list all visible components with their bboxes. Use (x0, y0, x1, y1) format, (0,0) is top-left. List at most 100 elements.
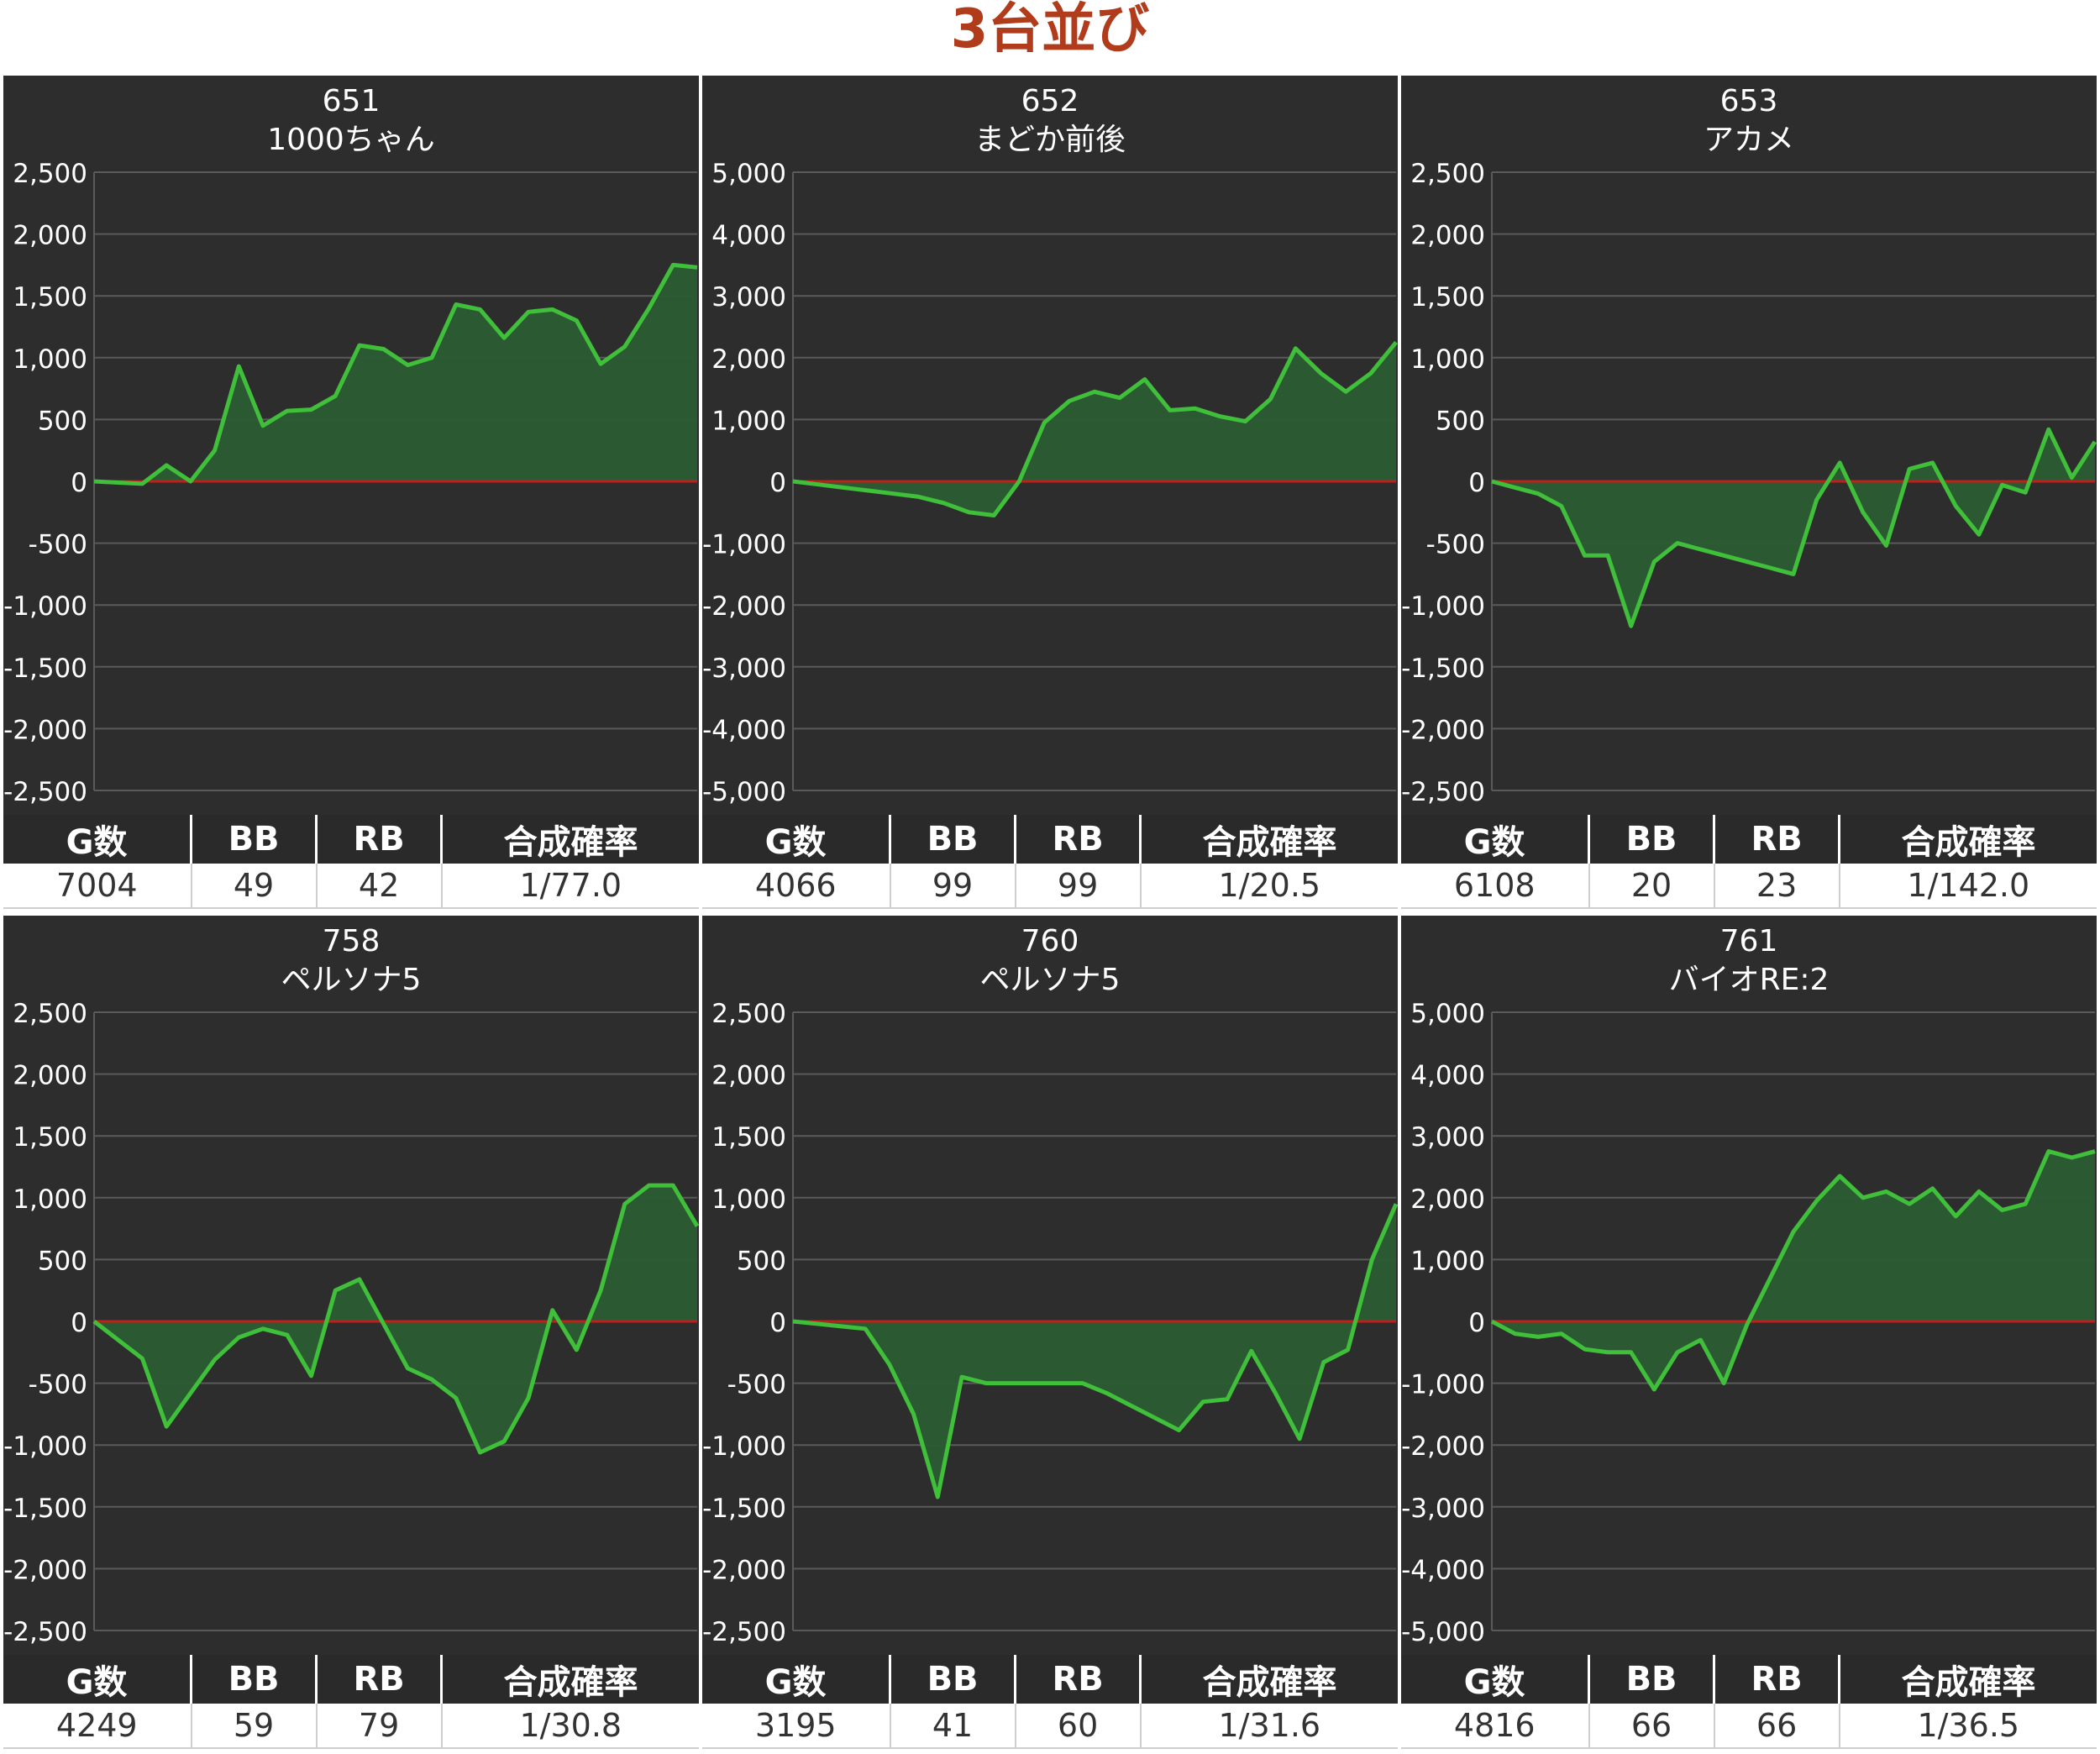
y-tick-label: 0 (1468, 1308, 1485, 1338)
chart-title: まどか前後 (974, 123, 1126, 157)
page-title: 3台並び (950, 0, 1150, 60)
prob-value: 1/31.6 (1140, 1704, 1398, 1749)
chart-panel-651: 651 1000ちゃん 2,500 2,000 1,500 1,000 500 0 -500 -1… (3, 76, 699, 911)
y-tick-label: 3,000 (711, 282, 786, 312)
chart-svg: 758 ペルソナ5 2,500 2,000 1,500 1,000 500 0 -500 -1,0… (3, 916, 699, 1655)
rb-header: RB (316, 1655, 444, 1704)
chart-number: 758 (323, 924, 381, 958)
y-tick-label: 4,000 (711, 221, 786, 251)
y-tick-label: 0 (769, 468, 786, 498)
y-tick-label: 2,000 (711, 1061, 786, 1091)
y-tick-label: 1,500 (711, 1122, 786, 1153)
stats-table: G数 BB RB 合成確率 4249 59 79 1/30.8 (3, 1655, 699, 1749)
y-tick-label: -2,500 (1401, 777, 1485, 807)
chart-background (1401, 76, 2097, 815)
y-tick-label: -500 (29, 530, 87, 560)
prob-header: 合成確率 (441, 1655, 699, 1704)
chart-number: 761 (1720, 924, 1778, 958)
y-tick-label: -2,500 (702, 1617, 786, 1647)
rb-value: 60 (1015, 1704, 1142, 1749)
y-tick-label: 2,000 (1410, 221, 1485, 251)
y-tick-label: 2,000 (13, 1061, 87, 1091)
series-area (1492, 429, 2095, 627)
stats-table: G数 BB RB 合成確率 3195 41 60 1/31.6 (702, 1655, 1398, 1749)
series-line (792, 1203, 1398, 1499)
y-tick-label: -1,000 (1401, 1370, 1485, 1400)
games-value: 7004 (3, 864, 192, 909)
chart-svg: 760 ペルソナ5 2,500 2,000 1,500 1,000 500 0 -500 -1,0… (702, 916, 1398, 1655)
prob-value: 1/142.0 (1839, 864, 2097, 909)
games-header: G数 (1401, 815, 1591, 864)
rb-value: 66 (1714, 1704, 1840, 1749)
games-header: G数 (1401, 1655, 1591, 1704)
series-line (93, 262, 698, 486)
y-tick-label: 1,500 (13, 1122, 87, 1153)
rb-value: 42 (316, 864, 443, 909)
rb-header: RB (1714, 815, 1841, 864)
bb-header: BB (1588, 815, 1716, 864)
chart-title: 1000ちゃん (267, 123, 435, 157)
y-tick-label: -1,500 (702, 1494, 786, 1524)
prob-value: 1/36.5 (1839, 1704, 2097, 1749)
y-tick-label: 1,000 (711, 1184, 786, 1215)
bb-value: 41 (890, 1704, 1016, 1749)
bb-value: 99 (890, 864, 1016, 909)
y-tick-label: 3,000 (1410, 1122, 1485, 1153)
y-tick-label: 500 (38, 1246, 87, 1276)
y-tick-label: -3,000 (1401, 1494, 1485, 1524)
y-tick-label: 2,500 (13, 159, 87, 189)
y-tick-label: -500 (727, 1370, 786, 1400)
y-tick-label: 1,000 (13, 344, 87, 375)
series-area (793, 1204, 1396, 1497)
chart-number: 652 (1021, 84, 1079, 118)
games-value: 4066 (702, 864, 891, 909)
stats-table: G数 BB RB 合成確率 7004 49 42 1/77.0 (3, 815, 699, 909)
y-tick-label: -5,000 (1401, 1617, 1485, 1647)
prob-value: 1/30.8 (441, 1704, 699, 1749)
games-header: G数 (3, 1655, 193, 1704)
bb-header: BB (191, 1655, 318, 1704)
y-tick-label: -5,000 (702, 777, 786, 807)
chart-panel-652: 652 まどか前後 5,000 4,000 3,000 2,000 1,000 0 -1,000… (702, 76, 1398, 911)
y-tick-label: -4,000 (1401, 1555, 1485, 1585)
games-header: G数 (3, 815, 193, 864)
bb-header: BB (1588, 1655, 1716, 1704)
series-area (793, 342, 1396, 516)
y-tick-label: -1,000 (1401, 591, 1485, 622)
stats-table: G数 BB RB 合成確率 4066 99 99 1/20.5 (702, 815, 1398, 909)
y-tick-label: -1,500 (1401, 654, 1485, 684)
y-tick-label: -500 (1426, 530, 1485, 560)
prob-header: 合成確率 (441, 815, 699, 864)
rb-value: 79 (316, 1704, 443, 1749)
y-tick-label: 2,500 (711, 999, 786, 1029)
y-tick-label: -1,000 (3, 591, 87, 622)
y-tick-label: 500 (38, 406, 87, 436)
y-tick-label: -4,000 (702, 715, 786, 745)
chart-panel-758: 758 ペルソナ5 2,500 2,000 1,500 1,000 500 0 -500 -1,0… (3, 916, 699, 1751)
y-tick-label: -1,000 (3, 1431, 87, 1462)
chart-number: 760 (1021, 924, 1079, 958)
y-tick-label: -2,000 (1401, 715, 1485, 745)
y-tick-label: -2,000 (702, 1555, 786, 1585)
prob-value: 1/20.5 (1140, 864, 1398, 909)
y-tick-label: 5,000 (711, 159, 786, 189)
y-tick-label: -2,500 (3, 1617, 87, 1647)
y-tick-label: -1,000 (702, 1431, 786, 1462)
rb-header: RB (316, 815, 444, 864)
y-tick-label: 0 (1468, 468, 1485, 498)
games-value: 6108 (1401, 864, 1590, 909)
y-tick-label: 1,000 (711, 406, 786, 436)
stats-table: G数 BB RB 合成確率 4816 66 66 1/36.5 (1401, 1655, 2097, 1749)
y-tick-label: -2,000 (3, 1555, 87, 1585)
y-tick-label: 2,000 (13, 221, 87, 251)
games-value: 4249 (3, 1704, 192, 1749)
y-tick-label: -500 (29, 1370, 87, 1400)
bb-header: BB (191, 815, 318, 864)
y-tick-label: 500 (737, 1246, 786, 1276)
y-tick-label: -1,500 (3, 1494, 87, 1524)
y-tick-label: -2,000 (1401, 1431, 1485, 1462)
chart-panel-761: 761 バイオRE:2 5,000 4,000 3,000 2,000 1,000 0 -1,0… (1401, 916, 2097, 1751)
series-line (92, 1183, 699, 1455)
chart-svg: 652 まどか前後 5,000 4,000 3,000 2,000 1,000 0 -1,000… (702, 76, 1398, 815)
chart-title: バイオRE:2 (1669, 963, 1830, 997)
